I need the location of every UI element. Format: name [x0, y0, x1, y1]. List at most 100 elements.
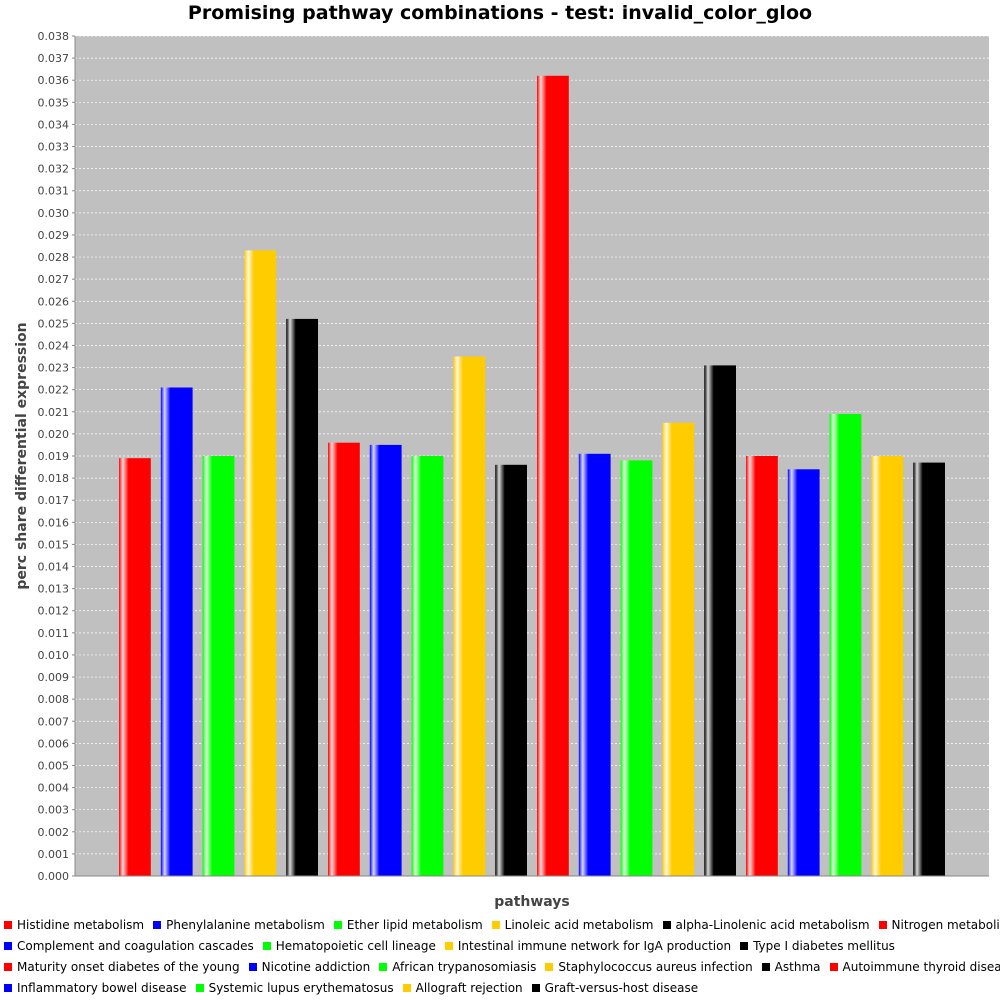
y-tick-label: 0.000 [38, 870, 70, 883]
y-tick-label: 0.024 [38, 339, 70, 352]
bar-autoimmune-thyroid-disease [746, 456, 778, 876]
legend-swatch [195, 983, 204, 992]
legend-swatch [4, 941, 12, 950]
legend-row: Complement and coagulation cascades Hemat… [4, 935, 996, 956]
y-tick-label: 0.017 [38, 494, 70, 507]
y-tick-label: 0.014 [38, 561, 70, 574]
bar-phenylalanine-metabolism [160, 387, 193, 876]
legend-label: Maturity onset diabetes of the young [17, 959, 240, 974]
legend-swatch [761, 962, 770, 971]
y-tick-label: 0.022 [38, 384, 70, 397]
bar-maturity-onset-diabetes-of-the-young [537, 75, 569, 877]
legend-label: Ether lipid metabolism [346, 917, 483, 932]
legend-item: Autoimmune thyroid disease [829, 959, 1000, 974]
bar-hematopoietic-cell-lineage [411, 456, 444, 876]
y-tick-label: 0.015 [38, 538, 70, 551]
y-tick-label: 0.003 [38, 804, 70, 817]
y-tick-label: 0.025 [38, 317, 70, 330]
y-axis-label: perc share differential expression [14, 322, 30, 589]
y-tick-label: 0.011 [38, 627, 70, 640]
legend-item: Nicotine addiction [248, 959, 371, 974]
y-tick-label: 0.036 [38, 74, 70, 87]
legend-label: alpha-Linolenic acid metabolism [675, 917, 870, 932]
legend-item: Systemic lupus erythematosus [195, 980, 394, 995]
bars [119, 75, 945, 877]
y-tick-label: 0.010 [38, 649, 70, 662]
y-tick-label: 0.004 [38, 782, 70, 795]
legend-item: Asthma [761, 959, 821, 974]
legend-swatch [153, 920, 162, 929]
legend-swatch [4, 983, 12, 992]
legend-item: Phenylalanine metabolism [153, 918, 325, 932]
bar-chart: 0.000 0.001 0.002 0.003 0.004 0.005 0.006 0.007… [14, 30, 989, 910]
bar-allograft-rejection [871, 456, 904, 876]
legend-swatch [444, 941, 453, 950]
legend-item: Hematopoietic cell lineage [262, 938, 436, 953]
legend-item: Nitrogen metabolism [878, 917, 1000, 932]
y-tick-labels: 0.000 0.001 0.002 0.003 0.004 0.005 0.006 0.007… [38, 30, 75, 883]
y-tick-label: 0.034 [38, 118, 70, 131]
y-tick-label: 0.021 [38, 406, 70, 419]
y-tick-label: 0.012 [38, 605, 70, 618]
legend-label: Hematopoietic cell lineage [275, 938, 436, 953]
legend-label: Graft-versus-host disease [544, 980, 699, 995]
legend-swatch [262, 941, 271, 950]
bar-histidine-metabolism [119, 458, 151, 876]
legend-item: Ether lipid metabolism [333, 917, 483, 932]
legend-label: African trypanosomiasis [392, 959, 537, 974]
legend-label: Autoimmune thyroid disease [842, 959, 1000, 974]
legend-swatch [248, 962, 257, 971]
legend-swatch [4, 920, 12, 929]
legend-label: Histidine metabolism [17, 917, 145, 932]
legend-swatch [333, 920, 342, 929]
y-tick-label: 0.002 [38, 826, 70, 839]
legend-label: Systemic lupus erythematosus [208, 980, 394, 995]
legend-label: Nicotine addiction [261, 959, 371, 974]
legend-swatch [379, 962, 388, 971]
y-tick-label: 0.016 [38, 516, 70, 529]
legend-swatch [491, 920, 500, 929]
legend-swatch [740, 941, 749, 950]
legend-item: Graft-versus-host disease [531, 980, 699, 995]
y-tick-label: 0.030 [38, 207, 70, 220]
y-tick-label: 0.023 [38, 362, 70, 375]
legend-item: Linoleic acid metabolism [491, 918, 654, 932]
bar-alpha-linolenic-acid-metabolism [286, 318, 318, 876]
bar-ether-lipid-metabolism [202, 456, 235, 876]
legend-label: Nitrogen metabolism [891, 917, 1000, 932]
legend-swatch [531, 983, 540, 992]
y-tick-label: 0.001 [38, 848, 70, 861]
legend-row: Inflammatory bowel disease Systemic lupus… [4, 977, 996, 998]
legend-item: Intestinal immune network for IgA produc… [444, 938, 732, 953]
y-tick-label: 0.028 [38, 251, 70, 264]
bar-staphylococcus-aureus-infection [662, 422, 695, 876]
legend-item: Histidine metabolism [4, 918, 144, 932]
y-tick-label: 0.018 [38, 472, 70, 485]
legend-label: Asthma [774, 959, 821, 974]
y-tick-label: 0.026 [38, 295, 70, 308]
legend-swatch [545, 962, 554, 971]
legend-item: Allograft rejection [402, 980, 523, 995]
legend-item: Complement and coagulation cascades [4, 939, 254, 953]
legend-swatch [878, 920, 887, 929]
bar-african-trypanosomiasis [620, 460, 653, 876]
bar-inflammatory-bowel-disease [787, 469, 820, 876]
legend-item: alpha-Linolenic acid metabolism [662, 917, 870, 932]
y-tick-label: 0.008 [38, 693, 70, 706]
y-tick-label: 0.009 [38, 671, 70, 684]
bar-nitrogen-metabolism [328, 442, 360, 876]
legend-label: Intestinal immune network for IgA produc… [457, 938, 732, 953]
y-tick-label: 0.005 [38, 759, 70, 772]
bar-graft-versus-host-disease [913, 462, 945, 876]
bar-complement-and-coagulation-cascades [369, 444, 402, 876]
y-tick-label: 0.007 [38, 715, 70, 728]
legend-swatch [4, 962, 12, 971]
legend-swatch [662, 920, 671, 929]
x-axis-label: pathways [494, 894, 570, 910]
bar-intestinal-immune-network-for-iga-production [453, 356, 486, 876]
y-tick-label: 0.031 [38, 185, 70, 198]
legend-swatch [402, 983, 411, 992]
y-tick-label: 0.037 [38, 52, 70, 65]
legend-item: Type I diabetes mellitus [740, 939, 895, 953]
legend-label: Allograft rejection [415, 980, 523, 995]
